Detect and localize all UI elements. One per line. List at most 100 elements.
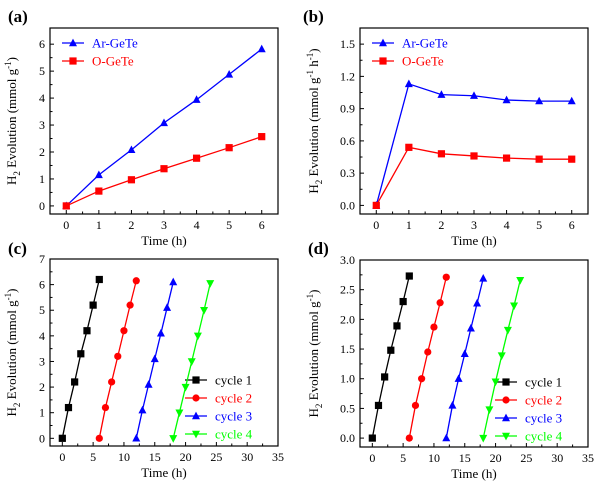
data-point bbox=[460, 349, 469, 357]
legend-label: O-GeTe bbox=[402, 54, 444, 69]
y-axis-label: H2 Evolution (mmol g-1) bbox=[305, 290, 324, 418]
y-tick-label: 0.5 bbox=[340, 401, 355, 415]
y-axis-label-part: 2 bbox=[314, 180, 324, 185]
data-point bbox=[374, 401, 383, 410]
y-tick-label: 1.2 bbox=[340, 69, 355, 83]
data-point bbox=[470, 152, 478, 160]
data-point bbox=[138, 405, 147, 414]
data-point bbox=[405, 143, 413, 151]
data-point bbox=[424, 348, 432, 356]
x-tick-label: 3 bbox=[161, 218, 167, 232]
y-axis-label: H2 Evolution (mmol g-1) bbox=[3, 57, 22, 185]
data-point bbox=[58, 434, 66, 442]
legend-label: Ar-GeTe bbox=[402, 36, 448, 51]
data-point bbox=[163, 303, 172, 311]
x-tick-label: 4 bbox=[194, 218, 200, 232]
data-point bbox=[120, 327, 128, 335]
y-axis-label-part: -1 bbox=[305, 294, 315, 302]
data-point bbox=[437, 150, 446, 158]
panel-letter: (a) bbox=[8, 7, 28, 26]
data-point bbox=[258, 133, 266, 141]
legend-label: cycle 1 bbox=[525, 375, 562, 390]
data-point bbox=[127, 145, 136, 154]
data-point bbox=[132, 433, 141, 442]
y-tick-label: 1.5 bbox=[340, 37, 355, 51]
y-axis-label-part: H bbox=[306, 408, 321, 417]
data-point bbox=[127, 176, 136, 184]
legend-label: cycle 3 bbox=[215, 409, 252, 424]
data-point bbox=[169, 435, 178, 443]
x-tick-label: 1 bbox=[406, 218, 412, 232]
legend-marker bbox=[192, 394, 200, 402]
x-tick-label: 35 bbox=[272, 450, 284, 464]
data-point bbox=[114, 352, 122, 360]
y-axis-label-part: 2 bbox=[314, 404, 324, 409]
x-tick-label: 6 bbox=[259, 218, 265, 232]
y-tick-label: 2 bbox=[39, 145, 45, 159]
x-axis-label: Time (h) bbox=[141, 465, 186, 480]
y-tick-label: 3.0 bbox=[340, 253, 355, 267]
data-point bbox=[393, 322, 401, 330]
data-point bbox=[160, 165, 168, 173]
x-tick-label: 15 bbox=[459, 451, 471, 465]
y-tick-label: 0.3 bbox=[340, 166, 355, 180]
y-axis-label-part: ) bbox=[4, 289, 19, 293]
data-point bbox=[95, 434, 103, 442]
y-axis-label-part: h bbox=[306, 60, 321, 70]
y-axis-label-part: ) bbox=[4, 57, 19, 61]
data-point bbox=[64, 403, 73, 412]
data-point bbox=[535, 96, 544, 105]
data-point bbox=[473, 298, 482, 307]
plot-frame bbox=[49, 258, 279, 447]
y-tick-label: 0 bbox=[39, 431, 45, 445]
y-axis-label-part: 2 bbox=[12, 171, 22, 176]
y-tick-label: 5 bbox=[39, 303, 45, 317]
data-point bbox=[502, 95, 511, 104]
data-point bbox=[77, 350, 85, 358]
y-tick-label: 1.5 bbox=[340, 342, 355, 356]
x-axis-label: Time (h) bbox=[451, 466, 496, 481]
data-point bbox=[535, 155, 543, 163]
x-tick-label: 35 bbox=[582, 451, 594, 465]
data-point bbox=[442, 273, 450, 281]
data-point bbox=[144, 380, 153, 388]
legend-label: Ar-GeTe bbox=[92, 36, 138, 51]
x-tick-label: 20 bbox=[490, 451, 502, 465]
y-tick-label: 3 bbox=[39, 118, 45, 132]
y-axis-label-part: Evolution (mmol g bbox=[4, 300, 19, 403]
panel-letter: (b) bbox=[303, 7, 324, 26]
data-point bbox=[150, 354, 159, 363]
y-tick-label: 6 bbox=[39, 278, 45, 292]
data-point bbox=[95, 187, 103, 195]
x-tick-label: 0 bbox=[63, 218, 69, 232]
y-tick-label: 1 bbox=[39, 406, 45, 420]
y-axis-label-part: ) bbox=[306, 48, 321, 52]
data-point bbox=[193, 332, 202, 341]
legend-marker bbox=[192, 430, 200, 439]
x-tick-label: 30 bbox=[241, 450, 253, 464]
data-point bbox=[200, 307, 209, 315]
x-tick-label: 10 bbox=[118, 450, 130, 464]
x-axis-label: Time (h) bbox=[451, 233, 496, 248]
data-point bbox=[510, 302, 519, 311]
plot-frame bbox=[359, 259, 589, 448]
data-point bbox=[181, 383, 190, 392]
y-axis-label: H2 Evolution (mmol g-1 h-1) bbox=[305, 48, 324, 193]
x-tick-label: 15 bbox=[149, 450, 161, 464]
data-point bbox=[442, 433, 451, 442]
x-tick-label: 5 bbox=[90, 450, 96, 464]
x-tick-label: 30 bbox=[551, 451, 563, 465]
legend-marker bbox=[502, 378, 510, 386]
legend-marker bbox=[502, 432, 510, 441]
data-point bbox=[192, 154, 201, 162]
y-axis-label-part: Evolution (mmol g bbox=[306, 301, 321, 404]
data-point bbox=[516, 276, 525, 285]
data-point bbox=[503, 326, 512, 335]
y-tick-label: 0.0 bbox=[340, 198, 355, 212]
x-tick-label: 6 bbox=[569, 218, 575, 232]
y-axis-label-part: -1 bbox=[305, 70, 315, 78]
data-point bbox=[411, 401, 420, 410]
